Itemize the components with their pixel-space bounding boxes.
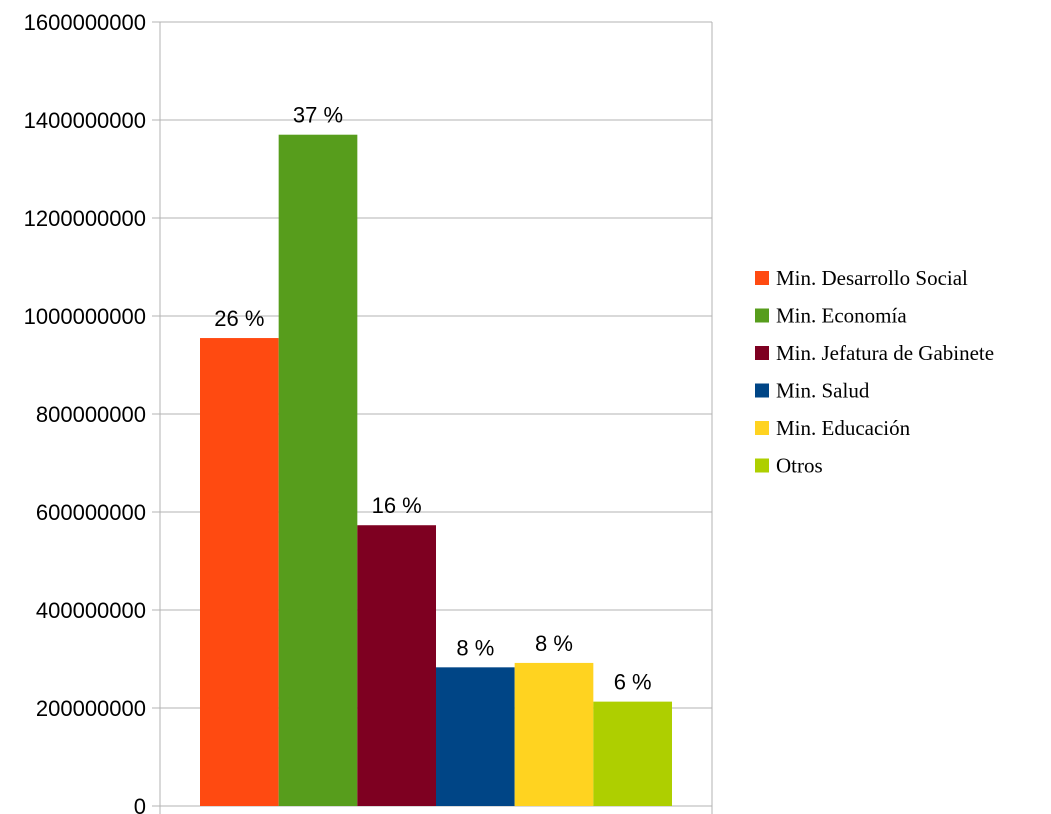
- legend-label: Min. Salud: [776, 379, 870, 403]
- data-label-3: 16 %: [372, 493, 422, 518]
- y-tick-label: 800000000: [36, 402, 146, 427]
- bar-1: [200, 338, 279, 806]
- data-label-4: 8 %: [456, 635, 494, 660]
- bar-2: [278, 134, 358, 806]
- y-axis-tick-labels: 0 200000000 400000000 600000000 800000000 100…: [24, 10, 146, 814]
- axes: [159, 22, 713, 814]
- data-label-1: 26 %: [214, 306, 264, 331]
- legend-swatch: [755, 346, 769, 360]
- legend-swatch: [755, 458, 769, 473]
- bar-4: [436, 667, 515, 806]
- legend-label: Min. Educación: [776, 416, 911, 440]
- data-label-2: 37 %: [293, 103, 343, 128]
- y-tick-label: 600000000: [36, 500, 146, 525]
- data-label-5: 8 %: [535, 631, 573, 656]
- y-tick-label: 200000000: [36, 696, 146, 721]
- y-tick-label: 1400000000: [24, 108, 146, 133]
- y-tick-label: 1600000000: [24, 10, 146, 35]
- legend-label: Min. Economía: [776, 304, 907, 328]
- bars: [200, 134, 672, 806]
- legend-label: Min. Desarrollo Social: [776, 266, 968, 290]
- y-tick-label: 1000000000: [24, 304, 146, 329]
- data-labels: 26 % 37 % 16 % 8 % 8 % 6 %: [214, 103, 651, 695]
- legend-label: Otros: [776, 454, 823, 478]
- legend: Min. Desarrollo Social Min. Economía Min. …: [755, 266, 994, 478]
- bar-6: [593, 701, 672, 806]
- legend-swatch: [755, 271, 769, 285]
- legend-swatch: [755, 421, 769, 435]
- legend-label: Min. Jefatura de Gabinete: [776, 341, 994, 365]
- legend-swatch: [755, 383, 769, 398]
- bar-5: [514, 662, 594, 806]
- bar-3: [357, 525, 436, 806]
- y-tick-label: 0: [134, 794, 146, 814]
- y-tick-label: 1200000000: [24, 206, 146, 231]
- y-tick-label: 400000000: [36, 598, 146, 623]
- data-label-6: 6 %: [614, 670, 652, 695]
- legend-swatch: [755, 308, 769, 323]
